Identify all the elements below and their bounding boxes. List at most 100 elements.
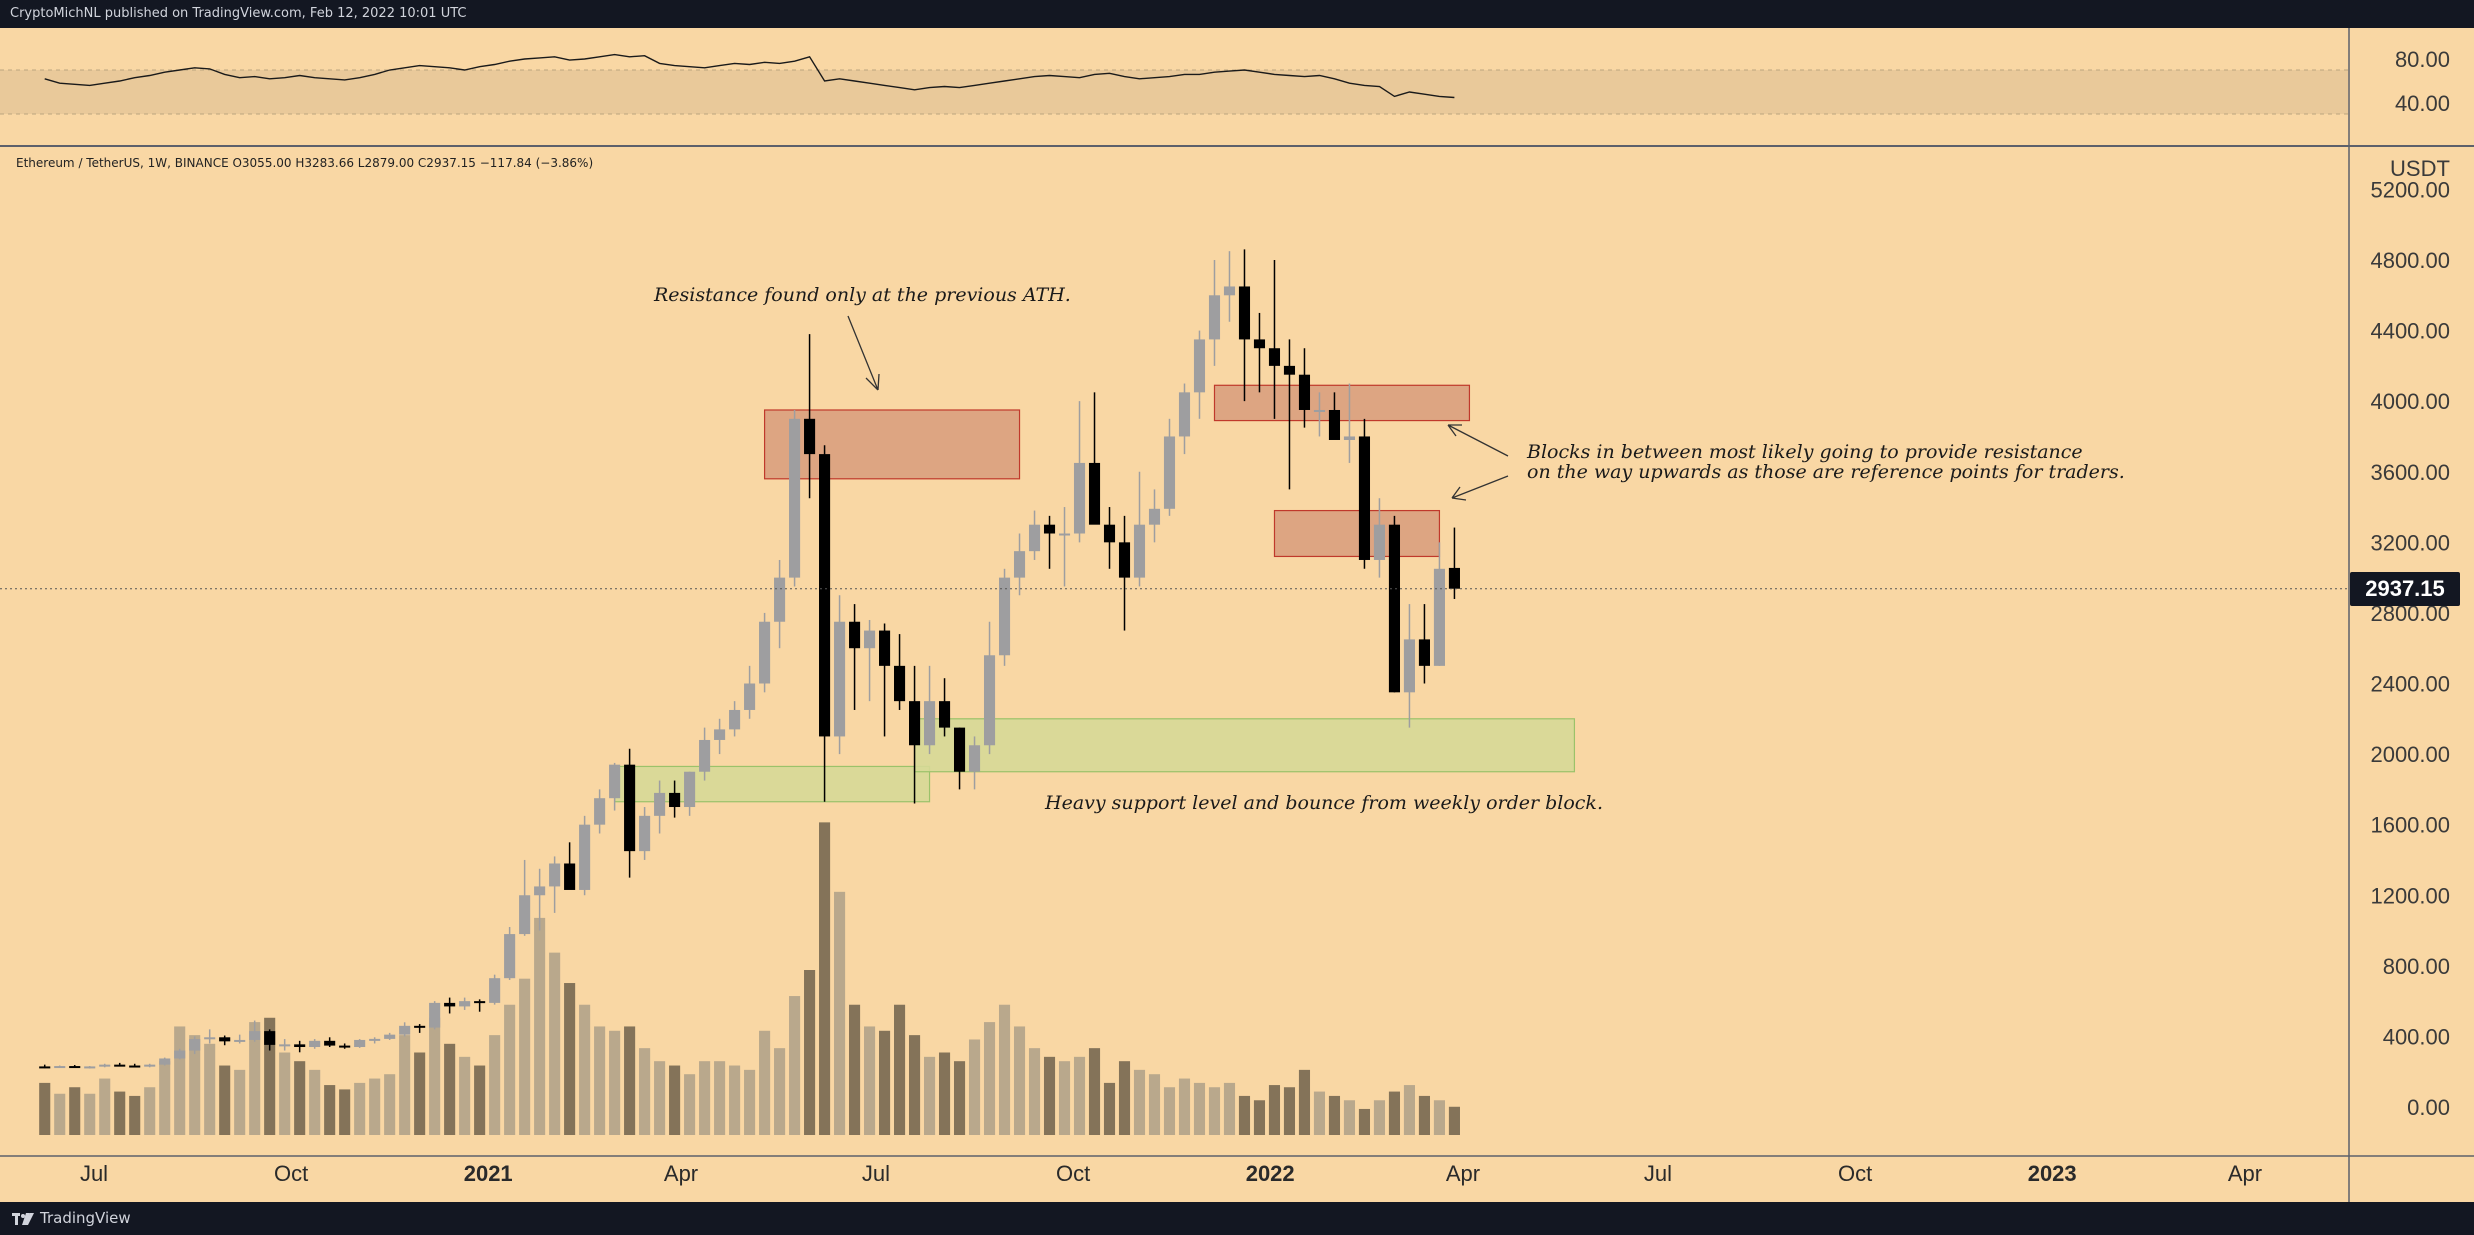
volume-bar [444, 1043, 456, 1135]
arrow-blocks-lower [1451, 475, 1509, 501]
annotation-resistance-ath: Resistance found only at the previous AT… [654, 284, 1071, 306]
candle-body [1163, 436, 1176, 509]
candle-body [114, 1064, 126, 1067]
publish-header: CryptoMichNL published on TradingView.co… [0, 0, 2474, 28]
volume-bar [519, 978, 531, 1135]
volume-bar [684, 1074, 696, 1135]
volume-bar [294, 1061, 306, 1135]
candle-body [998, 577, 1011, 656]
candle-body [909, 701, 921, 746]
candle-body [609, 764, 621, 799]
volume-bar [669, 1065, 681, 1135]
volume-bar [1238, 1095, 1251, 1135]
volume-bar [504, 1004, 516, 1135]
volume-bar [384, 1074, 396, 1135]
candle-body [249, 1031, 261, 1040]
volume-bar [144, 1087, 156, 1135]
volume-bar [1358, 1108, 1371, 1135]
candle-body [474, 1001, 486, 1004]
volume-bar [1073, 1056, 1086, 1135]
price-chart[interactable]: 5200.00 4800.00 4400.00 4000.00 3600.00 3200.… [0, 28, 2474, 1202]
volume-bar [1268, 1085, 1281, 1135]
candle-body [219, 1037, 231, 1042]
annotation-support: Heavy support level and bounce from week… [1045, 792, 1603, 814]
volume-bar [1133, 1069, 1146, 1135]
time-axis-label: 2023 [2028, 1161, 2077, 1186]
volume-bar [1298, 1069, 1311, 1135]
volume-bar [1253, 1100, 1266, 1135]
time-axis-label: Apr [1446, 1161, 1480, 1186]
candle-body [189, 1039, 201, 1051]
candle-body [1373, 524, 1386, 560]
volume-bar [1283, 1087, 1296, 1135]
candle-body [309, 1040, 321, 1048]
annotation-blocks-line2: on the way upwards as those are referenc… [1527, 461, 2125, 483]
candle-body [684, 771, 696, 808]
price-axis-label: 4800.00 [2370, 248, 2450, 273]
candle-body [444, 1002, 456, 1007]
volume-bar [309, 1069, 321, 1135]
volume-bar [1178, 1078, 1191, 1135]
candle-body [324, 1040, 336, 1046]
volume-bar [624, 1026, 636, 1135]
candle-body [339, 1045, 351, 1048]
candle-body [1223, 286, 1236, 296]
candle-body [849, 621, 861, 649]
candle-body [1418, 639, 1430, 666]
candle-body [519, 895, 531, 935]
candle-body [819, 454, 831, 737]
volume-bar [594, 1026, 606, 1135]
volume-bar [219, 1065, 231, 1135]
candle-body [1388, 524, 1401, 693]
volume-bar [789, 996, 801, 1135]
candle-body [669, 792, 681, 808]
price-axis-label: 400.00 [2383, 1024, 2450, 1049]
candle-body [159, 1058, 171, 1065]
candle-body [834, 621, 846, 737]
candle-body [399, 1025, 411, 1035]
candle-body [1118, 542, 1131, 578]
volume-bar [1448, 1106, 1460, 1135]
candle-body [1238, 286, 1251, 340]
tradingview-logo-icon[interactable] [12, 1213, 34, 1225]
candle-body [54, 1066, 66, 1069]
volume-bar [414, 1052, 426, 1135]
price-axis-label: 0.00 [2407, 1095, 2450, 1120]
candle-body [744, 683, 756, 710]
candle-body [594, 798, 606, 825]
volume-bar [744, 1069, 756, 1135]
candle-body [174, 1050, 186, 1059]
volume-bar [39, 1082, 51, 1135]
candle-body [549, 863, 561, 887]
volume-bar [399, 1035, 411, 1135]
time-axis-label: 2021 [464, 1161, 513, 1186]
volume-bar [1343, 1100, 1356, 1135]
price-axis-label: 2000.00 [2370, 742, 2450, 767]
candle-body [369, 1038, 381, 1041]
volume-bar [938, 1052, 951, 1135]
volume-bar [534, 917, 546, 1135]
volume-bar [1088, 1048, 1101, 1135]
candle-body [1178, 392, 1191, 437]
candle-body [534, 886, 546, 896]
footer-brand[interactable]: TradingView [40, 1209, 131, 1227]
volume-bar [1373, 1100, 1386, 1135]
volume-bar [84, 1093, 96, 1135]
candle-body [99, 1064, 111, 1067]
volume-bar [1418, 1095, 1430, 1135]
support-zone-4 [913, 718, 1576, 773]
volume-bar [609, 1030, 621, 1135]
candle-body [879, 630, 891, 666]
candle-body [1448, 567, 1460, 589]
price-axis-label: 1200.00 [2370, 883, 2450, 908]
volume-bar [174, 1026, 186, 1135]
rsi-line [44, 53, 1455, 99]
last-price-badge: 2937.15 [2350, 572, 2460, 606]
volume-bar [759, 1030, 771, 1135]
volume-bar [923, 1056, 936, 1135]
volume-bar [474, 1065, 486, 1135]
volume-bar [1028, 1048, 1041, 1135]
volume-bar [279, 1052, 291, 1135]
candle-body [1403, 639, 1416, 693]
candle-body [1268, 348, 1281, 366]
